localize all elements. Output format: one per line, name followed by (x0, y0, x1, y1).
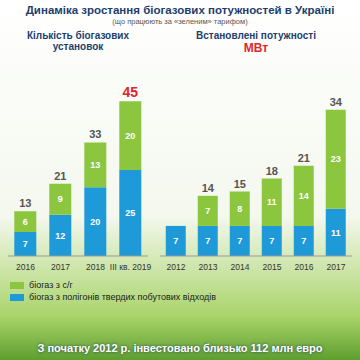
svg-text:7: 7 (301, 236, 306, 246)
svg-text:20: 20 (125, 131, 135, 141)
svg-text:34: 34 (330, 96, 343, 108)
svg-text:7: 7 (23, 239, 28, 249)
svg-text:13: 13 (90, 160, 100, 170)
svg-text:33: 33 (89, 128, 101, 140)
html-text:(що працюють за «зеленим» тари: (що працюють за «зеленим» тарифом) (112, 17, 248, 26)
svg-text:9: 9 (58, 194, 63, 204)
svg-text:15: 15 (234, 178, 246, 190)
svg-text:23: 23 (331, 154, 341, 164)
svg-text:2018: 2018 (86, 262, 105, 272)
svg-text:7: 7 (205, 206, 210, 216)
svg-text:2013: 2013 (199, 262, 218, 272)
svg-text:2017: 2017 (327, 262, 346, 272)
svg-text:7: 7 (269, 236, 274, 246)
svg-text:III кв. 2019: III кв. 2019 (110, 262, 152, 272)
svg-text:2015: 2015 (263, 262, 282, 272)
html-text:З початку 2012 р. інвестовано: З початку 2012 р. інвестовано близько 11… (37, 342, 323, 354)
svg-text:8: 8 (237, 204, 242, 214)
html-text:Динаміка зростання біогазових: Динаміка зростання біогазових потужносте… (25, 4, 335, 16)
svg-text:20: 20 (90, 217, 100, 227)
html-text:Кількість біогазових установок: Кількість біогазових установок (26, 30, 130, 52)
svg-text:12: 12 (55, 231, 65, 241)
html-text:біогаз з полігонів твердих поб: біогаз з полігонів твердих побутових від… (29, 292, 216, 302)
svg-text:2014: 2014 (231, 262, 250, 272)
svg-text:6: 6 (23, 217, 28, 227)
svg-text:14: 14 (299, 191, 309, 201)
html-text:Встановлені потужності: Встановлені потужності (196, 30, 316, 41)
svg-text:2017: 2017 (51, 262, 70, 272)
svg-text:7: 7 (237, 236, 242, 246)
svg-text:18: 18 (266, 165, 278, 177)
svg-text:25: 25 (125, 208, 135, 218)
svg-text:2016: 2016 (295, 262, 314, 272)
svg-text:2012: 2012 (167, 262, 186, 272)
svg-text:45: 45 (123, 84, 139, 100)
svg-text:21: 21 (54, 170, 66, 182)
html-text:біогаз з с/г: біогаз з с/г (29, 280, 73, 290)
svg-text:11: 11 (331, 228, 341, 238)
svg-text:11: 11 (267, 197, 277, 207)
svg-text:13: 13 (19, 197, 31, 209)
html-text:МВт: МВт (243, 41, 269, 55)
svg-text:14: 14 (202, 182, 215, 194)
svg-text:7: 7 (173, 236, 178, 246)
svg-text:7: 7 (205, 236, 210, 246)
svg-text:21: 21 (298, 152, 310, 164)
svg-text:2016: 2016 (16, 262, 35, 272)
